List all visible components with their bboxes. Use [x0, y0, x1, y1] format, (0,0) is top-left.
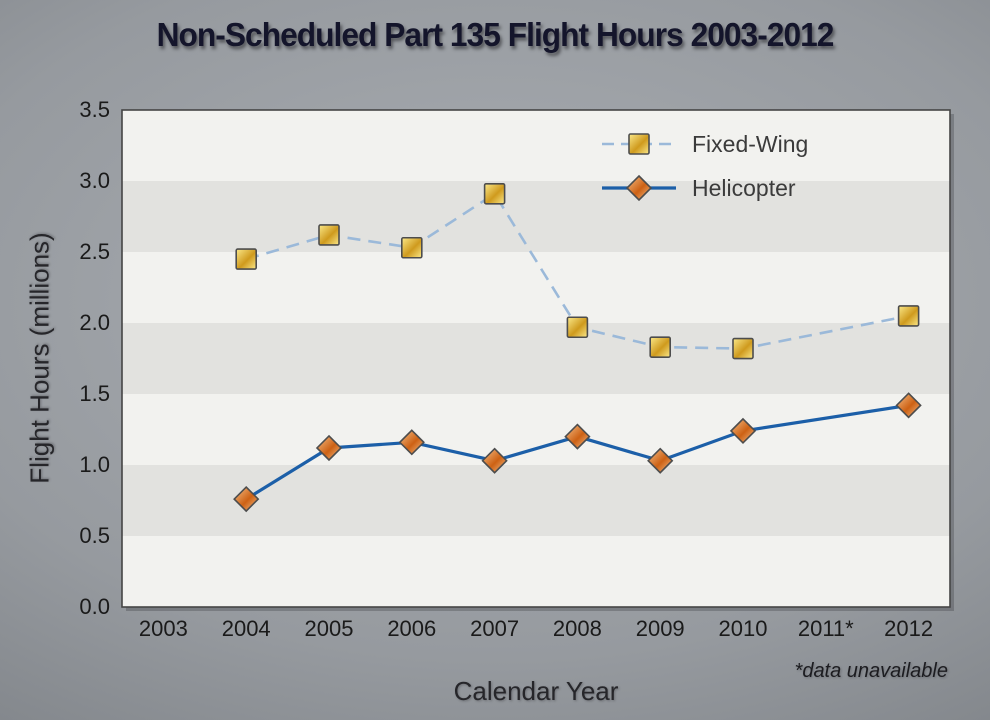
svg-text:2009: 2009: [636, 616, 685, 641]
chart-title: Non-Scheduled Part 135 Flight Hours 2003…: [156, 16, 835, 53]
svg-text:2003: 2003: [139, 616, 188, 641]
svg-text:2.5: 2.5: [79, 239, 110, 264]
y-axis-tick-labels: 0.0 0.5 1.0 1.5 2.0 2.5 3.0 3.5: [79, 97, 110, 619]
svg-text:2004: 2004: [222, 616, 271, 641]
svg-text:2012: 2012: [884, 616, 933, 641]
svg-text:2010: 2010: [719, 616, 768, 641]
legend-item-fixed-wing: Fixed-Wing: [602, 131, 808, 157]
series-fixed-wing: [235, 182, 920, 360]
footnote: *data unavailable: [794, 660, 948, 682]
legend-label: Helicopter: [692, 175, 796, 201]
svg-text:2.0: 2.0: [79, 310, 110, 335]
svg-text:3.5: 3.5: [79, 97, 110, 122]
x-axis-tick-labels: 2003 2004 2005 2006 2007 2008 2009 2010 2011* 201…: [139, 616, 933, 641]
svg-text:1.5: 1.5: [79, 381, 110, 406]
legend-label: Fixed-Wing: [692, 131, 808, 157]
svg-text:3.0: 3.0: [79, 168, 110, 193]
y-axis-title: Flight Hours (millions): [24, 232, 55, 484]
svg-text:2007: 2007: [470, 616, 519, 641]
svg-text:2006: 2006: [387, 616, 436, 641]
svg-text:0.5: 0.5: [79, 523, 110, 548]
series-helicopter: [233, 392, 922, 513]
svg-text:2011*: 2011*: [798, 616, 854, 641]
legend-item-helicopter: Helicopter: [602, 174, 796, 202]
svg-text:2008: 2008: [553, 616, 602, 641]
svg-text:0.0: 0.0: [79, 594, 110, 619]
legend: Fixed-Wing Helicopter: [602, 131, 808, 202]
plot-bands: [122, 110, 950, 607]
plot-border: [121, 109, 951, 608]
svg-text:1.0: 1.0: [79, 452, 110, 477]
x-axis-title: Calendar Year: [453, 676, 619, 706]
svg-text:2005: 2005: [305, 616, 354, 641]
